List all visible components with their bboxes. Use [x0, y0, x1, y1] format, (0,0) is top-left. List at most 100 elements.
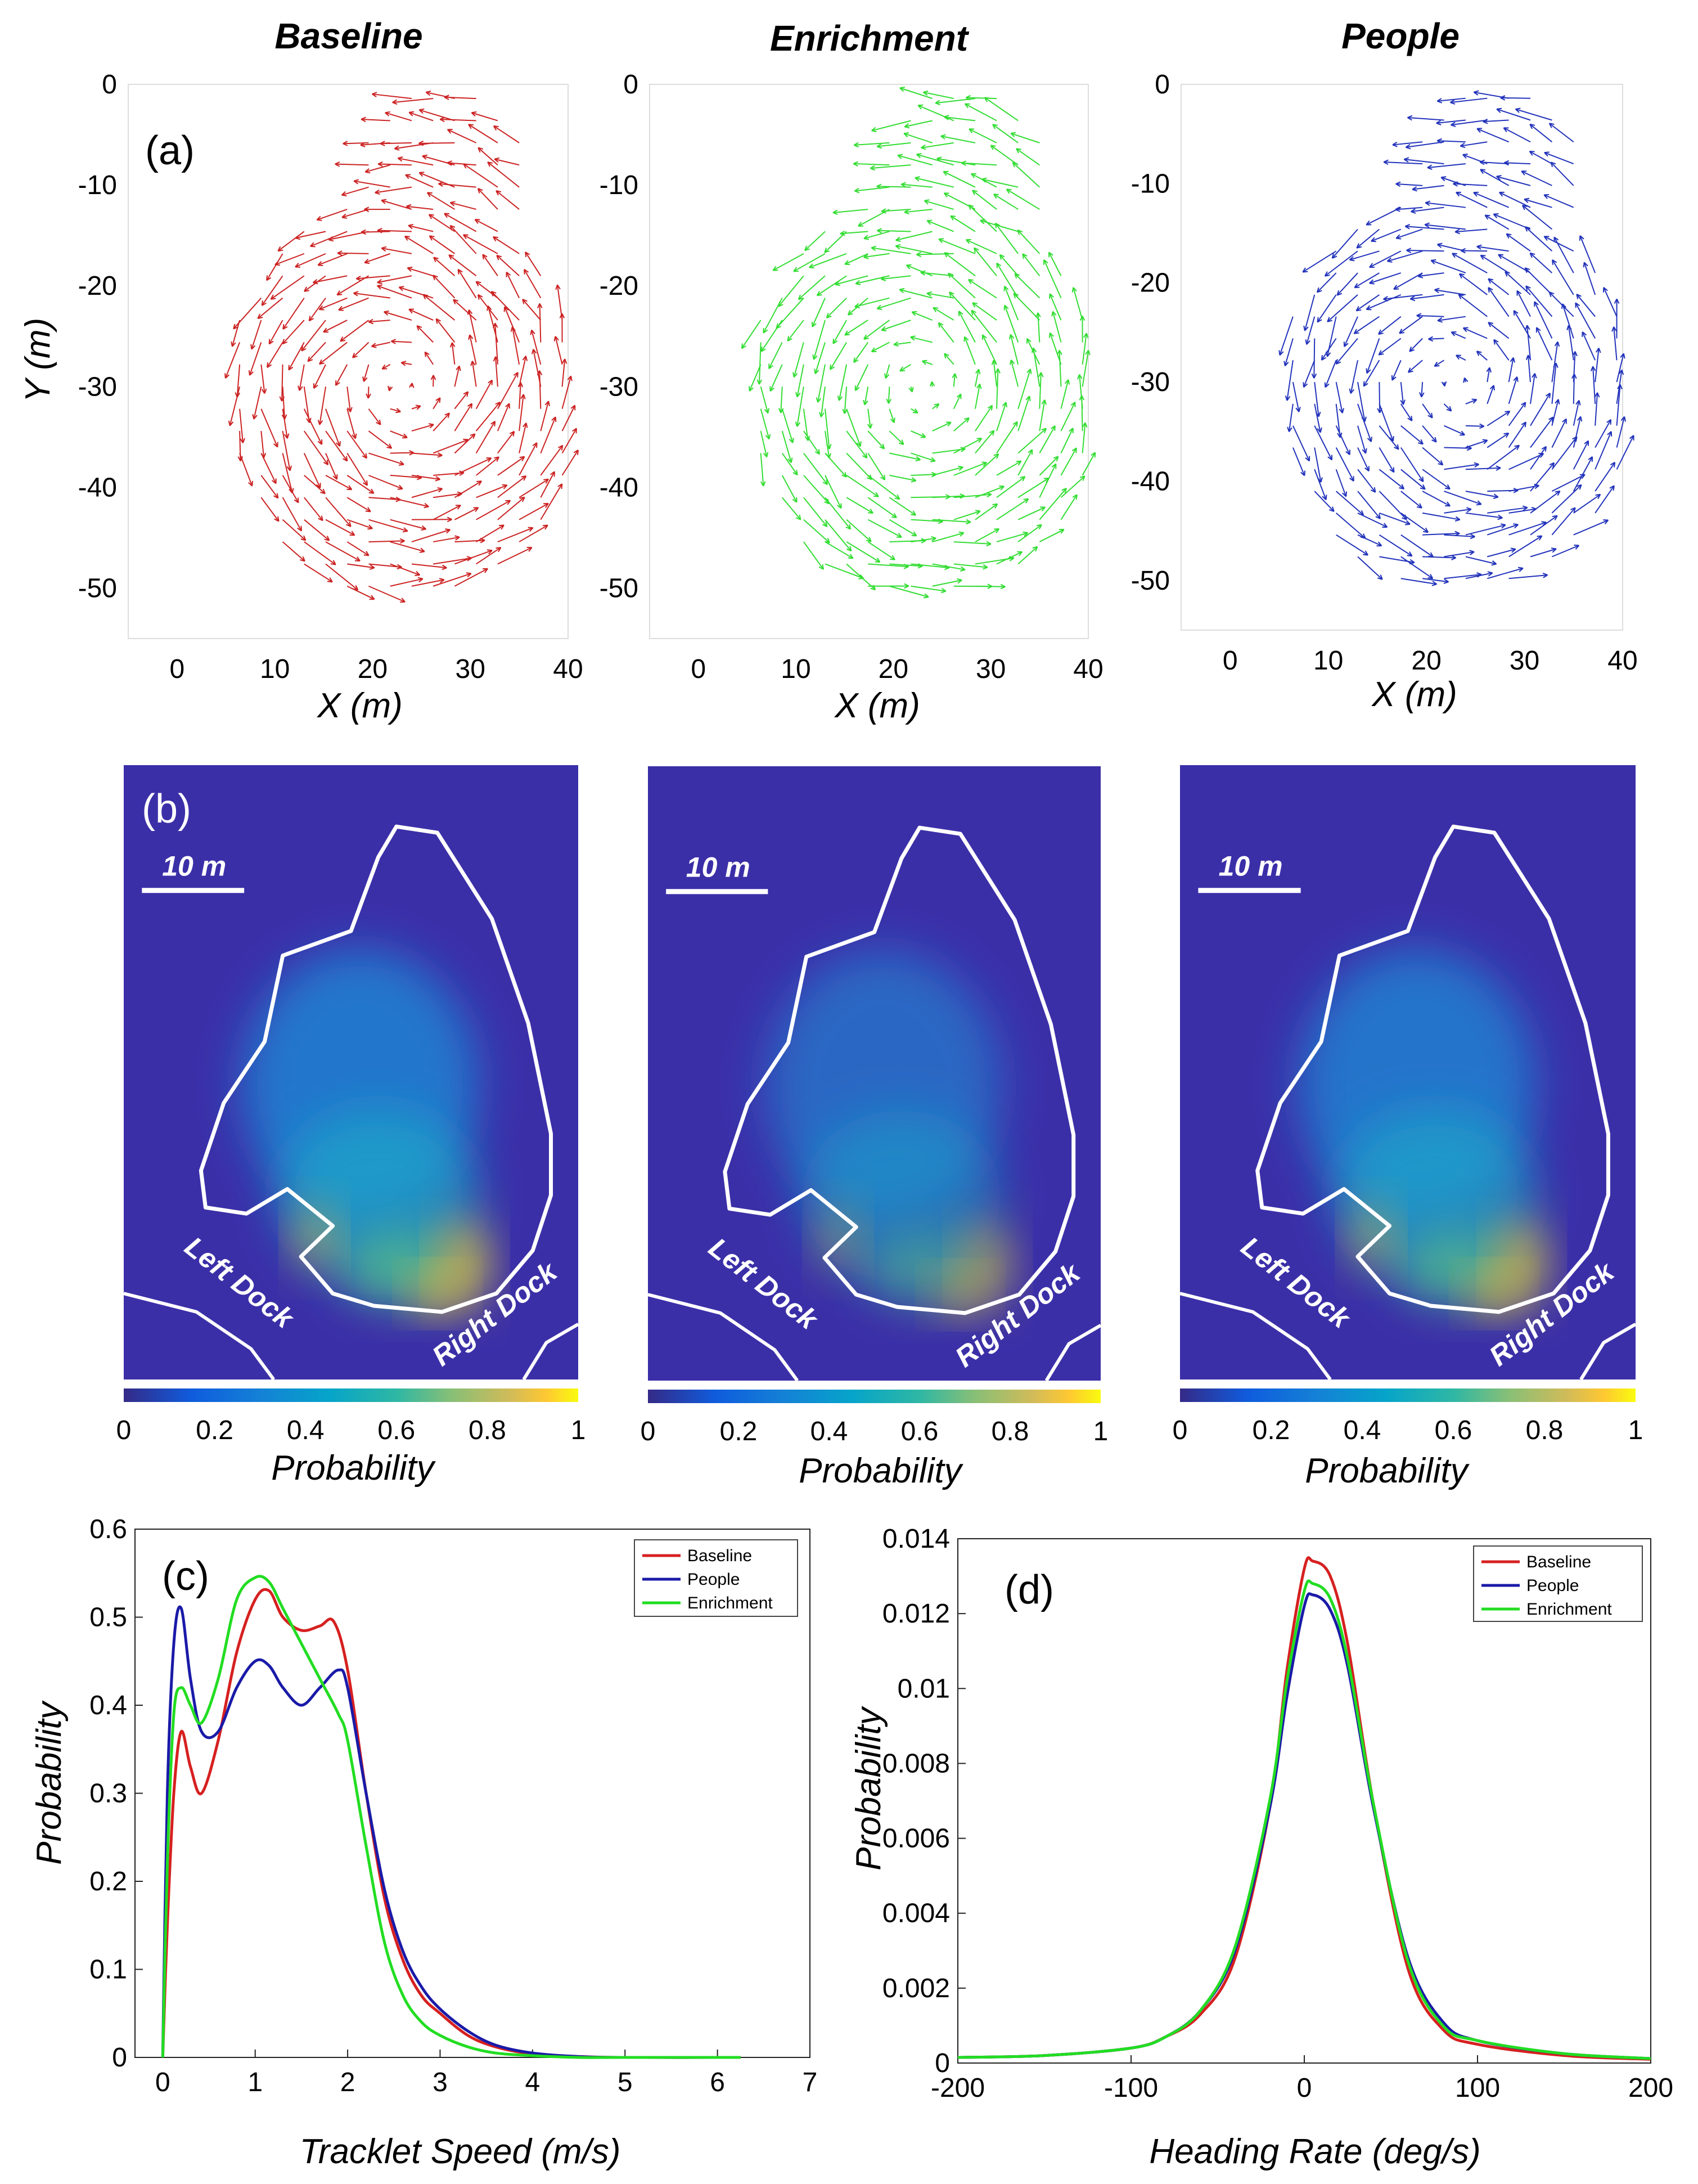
vector-arrow [975, 453, 999, 476]
vector-arrow [1292, 447, 1305, 476]
vector-arrow-head [1496, 465, 1501, 471]
vector-arrow-head [1023, 498, 1029, 504]
chart-c-speed: 0 1 2 3 4 5 6 700.10.20.30.40.50.6BaselinePeopl… [89, 1515, 817, 2097]
vector-arrow [1422, 533, 1460, 536]
vector-arrow-head [349, 531, 355, 536]
vector-arrow-head [1555, 490, 1561, 496]
vector-arrow-head [1337, 432, 1343, 438]
vector-arrow-head [550, 471, 555, 477]
a-xtick-baseline: 30 [456, 654, 485, 684]
vector-arrow [1498, 254, 1531, 273]
vector-arrow [303, 453, 321, 488]
vector-arrow [932, 519, 971, 523]
vector-arrow [496, 190, 520, 210]
vector-arrow-head [993, 194, 999, 199]
xtick-label: 100 [1455, 2073, 1500, 2103]
vector-arrow-head [891, 513, 897, 519]
vector-arrow-head [1366, 220, 1372, 226]
vector-arrow-head [408, 111, 415, 116]
vector-arrow-head [295, 234, 301, 240]
vector-arrow [953, 373, 956, 387]
vector-arrow-head [1474, 462, 1479, 468]
vector-arrow-head [381, 246, 387, 252]
vector-arrow-head [971, 173, 976, 178]
vector-arrow-head [930, 457, 936, 462]
vector-arrow [533, 349, 542, 387]
vector-arrow-head [270, 294, 276, 300]
vector-arrow [1465, 512, 1503, 519]
vector-arrow-head [832, 338, 838, 344]
vector-arrow-head [910, 335, 916, 341]
vector-arrow-head [1456, 191, 1461, 197]
vector-arrow-head [1609, 485, 1615, 491]
vector-arrow-head [449, 224, 456, 231]
vector-arrow-head [490, 291, 497, 296]
colorbar-tick: 0.4 [1344, 1415, 1381, 1445]
vector-arrow [933, 307, 954, 321]
vector-arrow [1476, 246, 1509, 252]
vector-arrow-head [999, 254, 1005, 260]
vector-arrow [1400, 403, 1413, 421]
vector-arrow-head [877, 228, 882, 233]
vector-arrow-head [1395, 181, 1401, 187]
vector-arrow [1616, 370, 1623, 405]
xtick-label: 3 [433, 2068, 448, 2097]
vector-arrow-head [1403, 157, 1409, 163]
vector-arrow-head [1064, 379, 1070, 385]
ytick-label: 0.1 [89, 1955, 127, 1985]
vector-arrow-head [1427, 574, 1434, 579]
vector-arrow [911, 430, 926, 438]
vector-arrow-head [444, 95, 449, 100]
vector-arrow [1408, 359, 1423, 373]
vector-arrow [346, 475, 375, 494]
vector-arrow-head [1493, 213, 1499, 218]
vector-arrow [1425, 224, 1466, 230]
xtick-label: 0 [155, 2068, 170, 2097]
vector-arrow-head [1342, 491, 1348, 497]
colorbar-tick: 0.4 [287, 1415, 325, 1445]
vector-arrow [793, 253, 826, 272]
vector-arrow [844, 320, 868, 336]
vector-arrow-head [922, 90, 929, 96]
a-ytick-enrichment: -20 [600, 271, 638, 301]
vector-arrow [524, 269, 542, 299]
vector-arrow-head [1420, 484, 1426, 490]
vector-arrow-head [228, 420, 234, 426]
vector-arrow [1534, 301, 1553, 339]
vector-arrow [1357, 512, 1388, 528]
vector-arrow-head [346, 521, 352, 527]
vector-arrow [372, 93, 412, 100]
vector-arrow [282, 541, 305, 562]
vector-arrow [346, 585, 375, 600]
vector-arrow [1616, 416, 1625, 448]
vector-arrow [1013, 293, 1041, 321]
vector-arrow [1529, 124, 1553, 143]
vector-arrow-head [1305, 456, 1310, 462]
vector-arrow-head [1377, 574, 1383, 580]
vector-arrow-head [381, 364, 388, 370]
colorbar-tick: 0.6 [377, 1415, 415, 1445]
left-dock-outline [647, 1293, 799, 1382]
vector-arrow-head [1049, 293, 1054, 299]
vector-arrow [325, 408, 341, 447]
vector-arrow-head [989, 430, 995, 436]
vector-arrow [1422, 447, 1444, 466]
vector-arrow [1010, 132, 1040, 143]
vector-arrow [1409, 338, 1423, 352]
vector-arrow-head [897, 154, 903, 159]
vector-arrow-head [832, 209, 838, 215]
vector-arrow-head [1446, 406, 1452, 412]
vector-arrow-head [1305, 339, 1310, 345]
vector-arrow [846, 541, 881, 563]
vector-arrow-head [1317, 427, 1322, 433]
vector-arrow-head [1436, 98, 1443, 104]
vector-arrow-head [449, 342, 456, 348]
vector-arrow [313, 364, 326, 389]
vector-arrow-head [749, 386, 754, 392]
vector-arrow [889, 474, 916, 482]
vector-arrow-head [1552, 259, 1557, 265]
vector-arrow [475, 402, 501, 432]
vector-arrow-head [442, 564, 447, 570]
vector-arrow [1613, 326, 1618, 361]
